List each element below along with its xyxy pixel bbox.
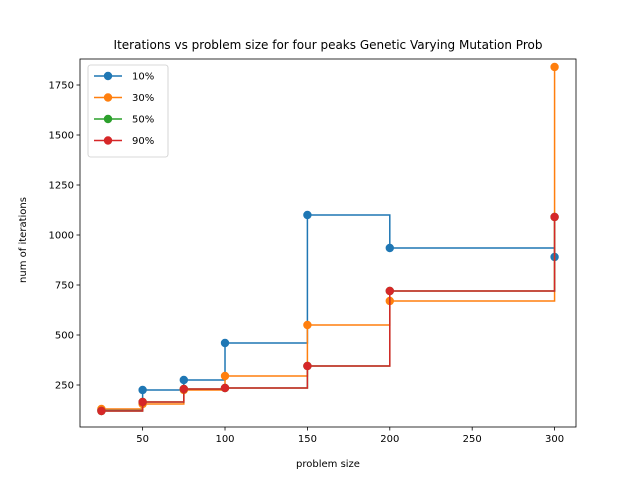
x-tick-label: 50 <box>136 434 149 445</box>
x-tick-label: 150 <box>298 434 317 445</box>
data-point <box>97 406 106 416</box>
y-tick-label: 500 <box>55 331 74 342</box>
legend-swatch-marker <box>103 71 113 81</box>
data-point <box>220 383 230 393</box>
series-line <box>101 217 556 412</box>
series-line <box>101 217 556 412</box>
y-tick-label: 1500 <box>49 131 74 142</box>
legend-label: 10% <box>132 72 154 83</box>
x-tick-label: 300 <box>545 434 564 445</box>
data-point <box>550 62 559 72</box>
legend-label: 30% <box>132 93 154 104</box>
data-point <box>179 375 189 385</box>
y-tick-label: 250 <box>55 381 74 392</box>
data-point <box>385 286 394 296</box>
legend-item: 50% <box>94 115 154 126</box>
plot-series <box>97 62 559 416</box>
data-point <box>303 361 312 371</box>
x-tick-label: 100 <box>215 434 234 445</box>
data-point <box>220 371 230 381</box>
data-point <box>220 338 230 348</box>
legend-label: 50% <box>132 115 154 126</box>
y-tick-label: 1750 <box>49 81 74 92</box>
y-axis: 250 500 750 1000 1250 1500 1750 <box>49 81 80 392</box>
legend-label: 90% <box>132 136 154 147</box>
data-point <box>179 384 189 394</box>
data-point <box>138 397 147 407</box>
series-line <box>101 214 556 411</box>
series-line <box>101 67 556 410</box>
y-tick-label: 750 <box>55 281 74 292</box>
legend-swatch-marker <box>103 114 113 124</box>
x-tick-label: 200 <box>380 434 399 445</box>
data-point <box>303 320 312 330</box>
series-10% <box>97 210 559 415</box>
legend-swatch-marker <box>103 93 113 102</box>
x-axis-label: problem size <box>296 459 360 470</box>
x-axis: 50 100 150 200 250 300 <box>136 427 564 445</box>
y-axis-label: num of iterations <box>18 197 29 283</box>
x-tick-label: 250 <box>463 434 482 445</box>
data-point <box>138 385 147 395</box>
legend-item: 30% <box>94 93 154 104</box>
legend-item: 90% <box>94 136 154 147</box>
plot-frame <box>79 58 577 428</box>
series-50% <box>97 212 559 416</box>
legend-box <box>87 64 169 158</box>
legend-item: 10% <box>94 72 154 83</box>
y-tick-label: 1250 <box>49 181 74 192</box>
legend: 10% 30% 50% 90% <box>87 64 169 158</box>
data-point <box>550 212 559 222</box>
data-point <box>385 243 394 253</box>
chart-title: Iterations vs problem size for four peak… <box>114 38 543 52</box>
data-point <box>303 210 312 220</box>
legend-swatch-marker <box>103 136 113 145</box>
series-90% <box>97 212 559 416</box>
y-tick-label: 1000 <box>49 231 74 242</box>
